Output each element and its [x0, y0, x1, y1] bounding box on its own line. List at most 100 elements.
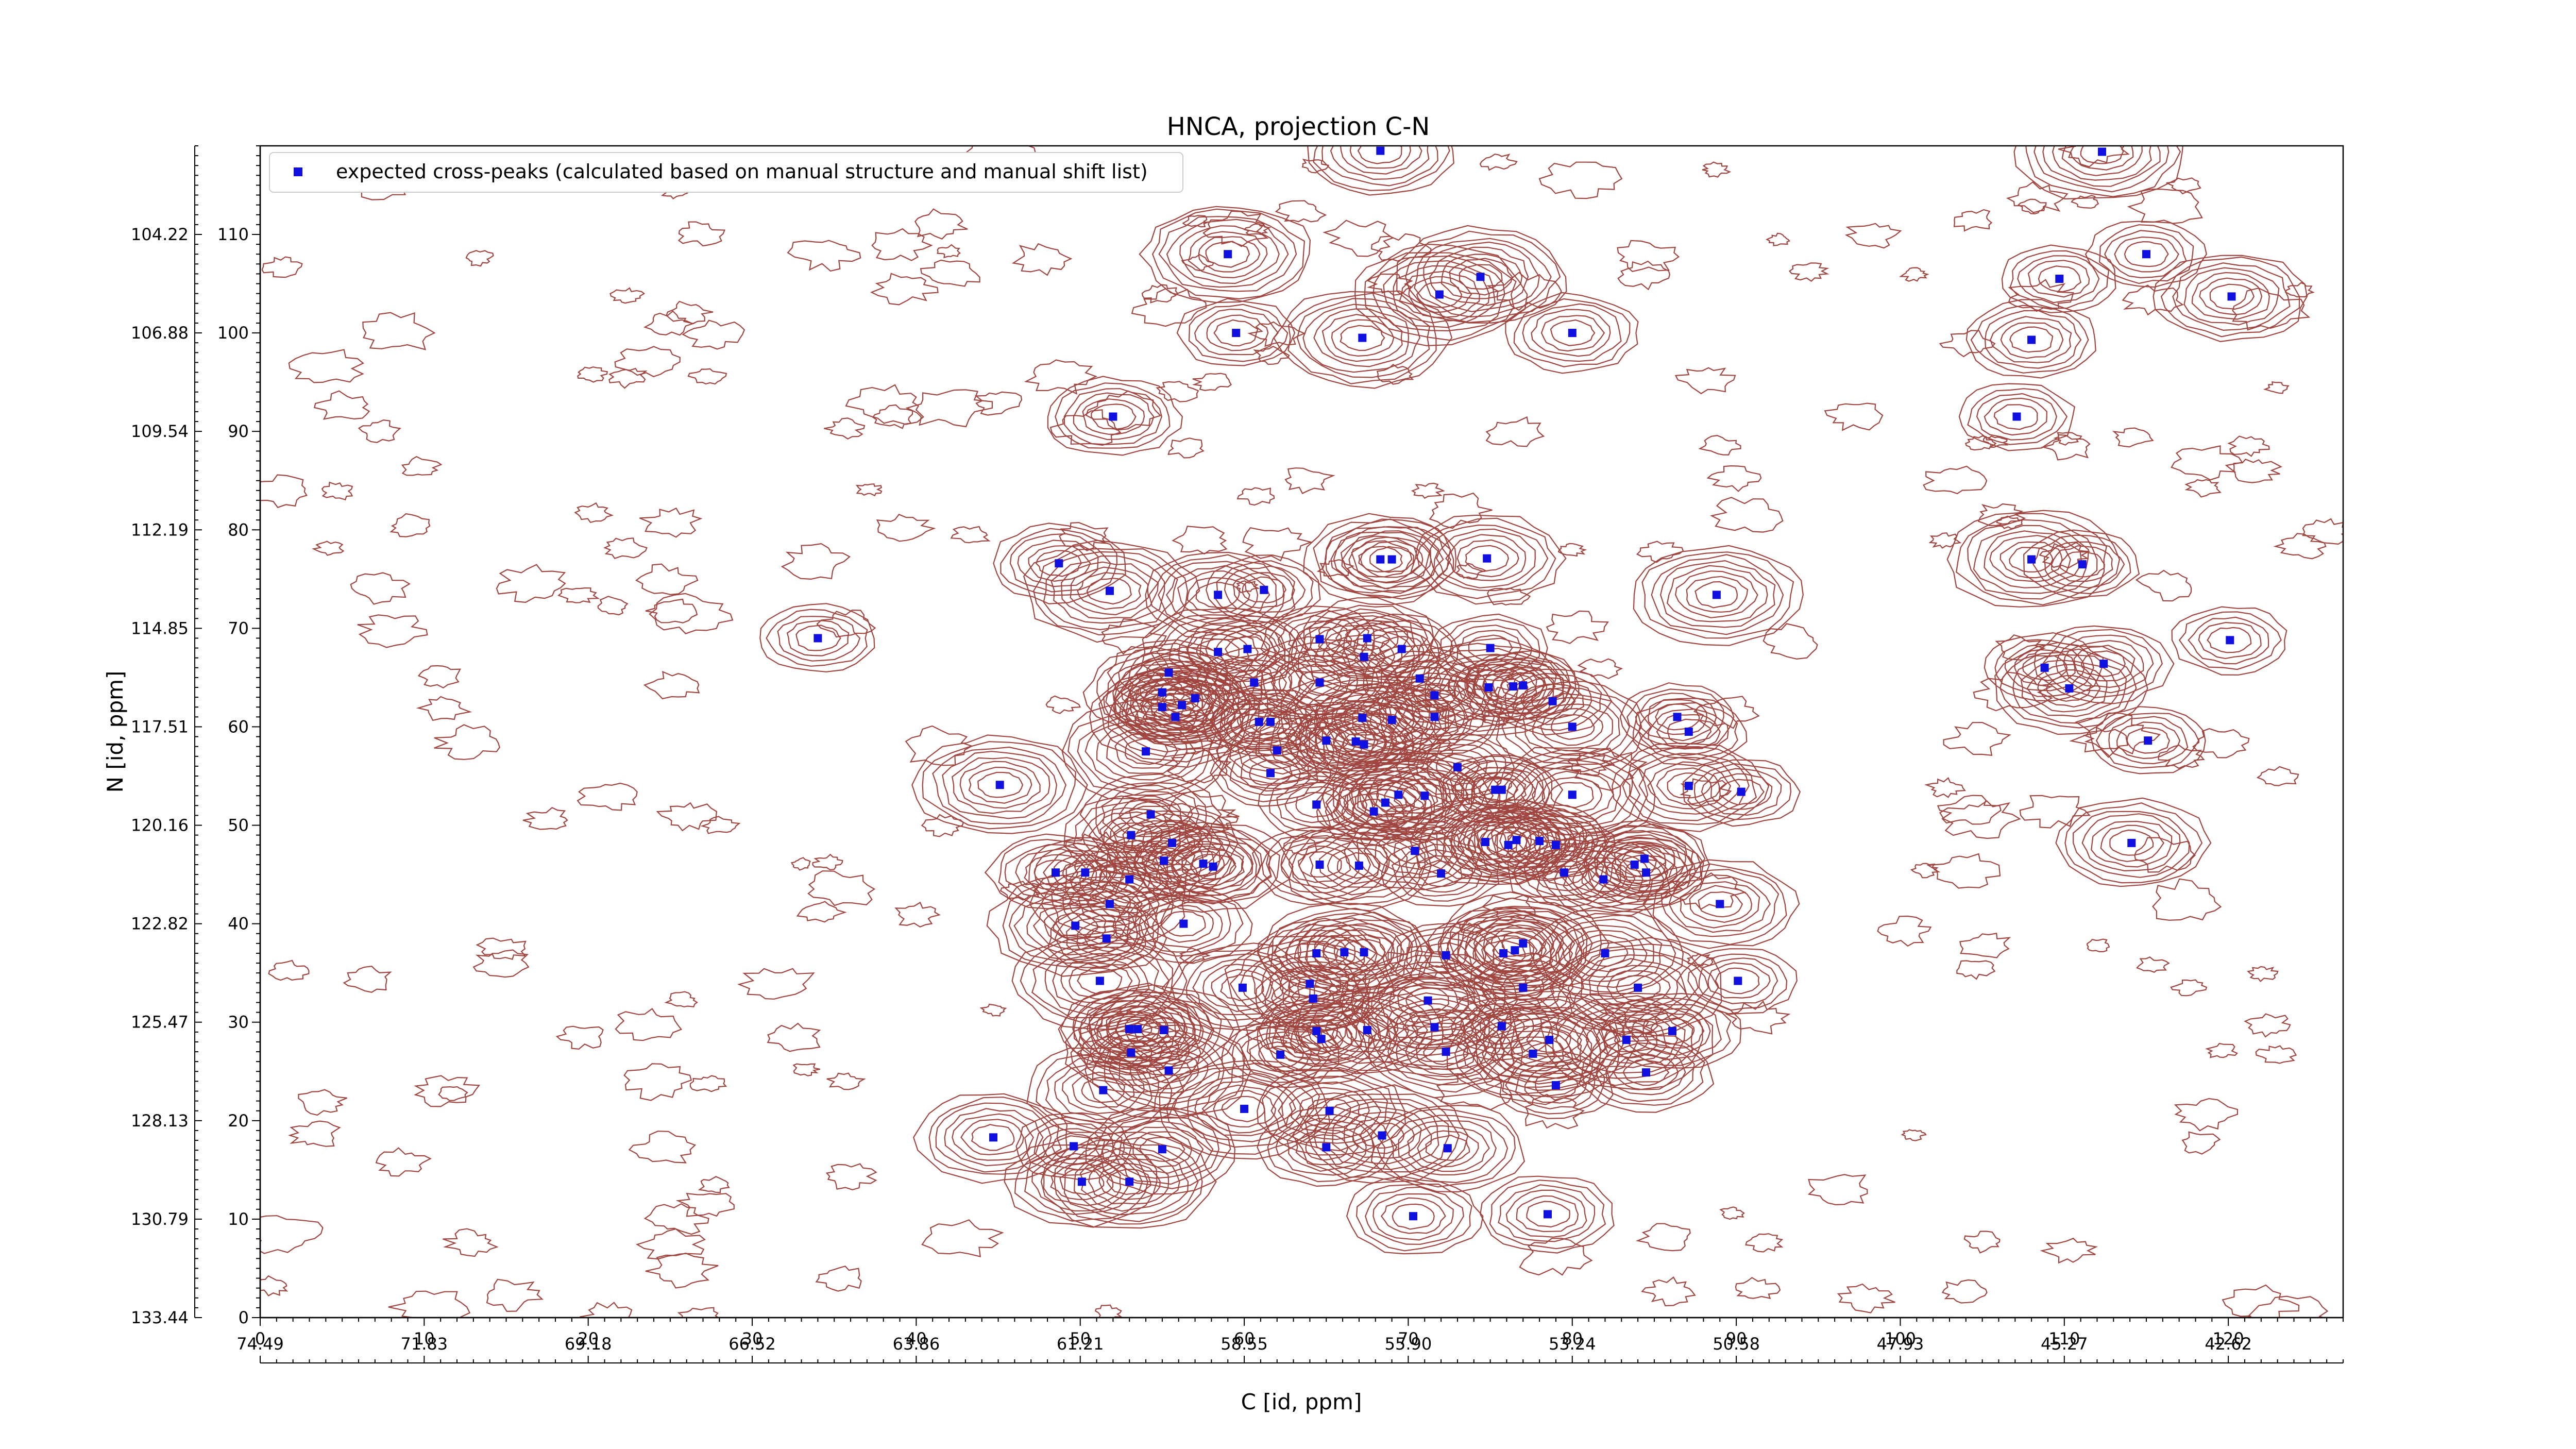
x-ppm-tick-label: 63.86: [893, 1334, 940, 1354]
contour-line: [2032, 534, 2131, 595]
contour-line: [1108, 1036, 1225, 1106]
contour-line: [1278, 1081, 1382, 1140]
contour-line: [1064, 839, 1200, 918]
contour-line: [968, 766, 1032, 804]
y-tick-label: 70: [228, 618, 249, 638]
contour-line: [1531, 854, 1597, 891]
contour-line: [1452, 760, 1550, 820]
cross-peak-93: [1315, 861, 1324, 869]
noise-contour: [1686, 953, 1716, 967]
noise-contour: [1456, 971, 1543, 1016]
legend: expected cross-peaks (calculated based o…: [269, 152, 1183, 193]
contour-line: [1399, 271, 1480, 318]
noise-contour: [2256, 766, 2299, 786]
contour-line: [2081, 813, 2181, 872]
noise-contour: [2205, 1042, 2239, 1058]
noise-contour: [1245, 1018, 1313, 1050]
y-ppm-tick-label: 122.82: [131, 914, 189, 934]
contour-line: [1091, 403, 1137, 430]
contour-line: [1686, 576, 1749, 613]
noise-contour: [2273, 533, 2327, 560]
contour-line: [1008, 886, 1143, 964]
y-ppm-tick-label: 106.88: [131, 323, 189, 343]
cross-peak-119: [1519, 983, 1528, 992]
contour-line: [1958, 383, 2076, 451]
contour-line: [1372, 255, 1505, 332]
cross-peak-81: [1504, 840, 1513, 849]
cross-peak-75: [1381, 798, 1389, 807]
noise-contour: [815, 1265, 862, 1292]
noise-contour: [1617, 240, 1680, 272]
contour-line: [1176, 298, 1296, 366]
contour-line: [1456, 916, 1573, 984]
noise-contour: [343, 966, 392, 993]
contour-line: [1605, 1048, 1686, 1096]
contour-line: [1343, 731, 1387, 758]
contour-line: [1295, 1128, 1359, 1166]
cross-peak-89: [1081, 868, 1090, 877]
noise-contour: [643, 310, 696, 336]
noise-contour: [1807, 1174, 1868, 1206]
contour-line: [1132, 1131, 1193, 1168]
noise-contour: [790, 857, 811, 871]
contour-line: [1226, 702, 1291, 740]
noise-contour: [826, 1072, 866, 1090]
contour-line: [1055, 382, 1171, 449]
contour-line: [2020, 660, 2121, 717]
x-ppm-tick-label: 42.62: [2205, 1334, 2252, 1354]
cross-peak-94: [1354, 861, 1363, 870]
contour-line: [1034, 842, 1134, 901]
contour-line: [1454, 1007, 1608, 1098]
cross-peak-107: [1340, 948, 1349, 956]
noise-contour: [1519, 1237, 1593, 1276]
contour-line: [1475, 996, 1626, 1085]
cross-peak-49: [1548, 697, 1557, 705]
contour-line: [1074, 1147, 1189, 1216]
contour-line: [1642, 1012, 1705, 1049]
cross-peak-120: [1634, 983, 1642, 992]
contour-line: [1028, 545, 1091, 582]
contour-line: [1554, 820, 1710, 911]
contour-line: [1377, 1108, 1516, 1188]
cross-peak-136: [1317, 1035, 1326, 1043]
contour-line: [1114, 733, 1178, 769]
contour-line: [1615, 854, 1677, 891]
contour-line: [1267, 1114, 1386, 1183]
cross-peak-149: [1077, 1177, 1086, 1186]
y-tick-label: 80: [228, 520, 249, 540]
contour-line: [1473, 927, 1555, 973]
contour-line: [1264, 968, 1365, 1029]
noise-contour: [1167, 437, 1205, 459]
contour-line: [1047, 376, 1183, 456]
contour-line: [1557, 943, 1719, 1034]
noise-contour: [807, 870, 876, 906]
contour-line: [2009, 547, 2054, 572]
noise-contour: [979, 1003, 1007, 1017]
contour-line: [1192, 958, 1291, 1016]
y-tick-label: 100: [217, 323, 249, 343]
noise-contour: [260, 474, 308, 509]
cross-peak-91: [1199, 860, 1208, 868]
noise-contour: [1366, 273, 1413, 296]
contour-line: [1967, 388, 2068, 445]
cross-peak-2: [1224, 250, 1232, 259]
contour-line: [1425, 1135, 1470, 1161]
noise-contour: [1459, 922, 1485, 935]
noise-contour: [350, 572, 411, 605]
contour-line: [1265, 1006, 1381, 1072]
contour-line: [1480, 1175, 1615, 1254]
contour-line: [2043, 541, 2125, 588]
noise-contour: [2041, 434, 2091, 461]
contour-line: [1473, 914, 1575, 972]
cross-peak-45: [1358, 714, 1367, 722]
noise-contour: [1598, 1001, 1664, 1035]
cross-peak-28: [1315, 635, 1324, 644]
contour-line: [1267, 923, 1365, 982]
noise-contour: [1964, 435, 1997, 451]
contour-line: [1401, 637, 1577, 736]
cross-peak-148: [1443, 1144, 1452, 1153]
noise-contour: [2039, 542, 2091, 569]
noise-contour: [1928, 532, 1962, 549]
cross-peak-118: [1423, 996, 1432, 1005]
contour-line: [1430, 613, 1548, 681]
